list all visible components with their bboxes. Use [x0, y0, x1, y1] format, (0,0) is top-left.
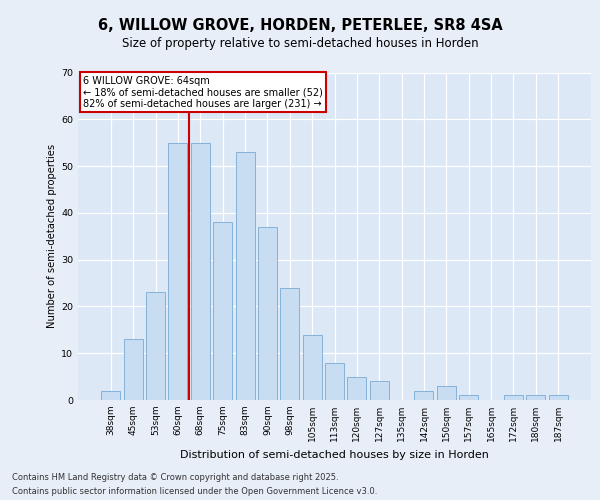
Bar — [347, 376, 367, 400]
Bar — [213, 222, 232, 400]
Bar — [124, 339, 143, 400]
Text: 6 WILLOW GROVE: 64sqm
← 18% of semi-detached houses are smaller (52)
82% of semi: 6 WILLOW GROVE: 64sqm ← 18% of semi-deta… — [83, 76, 323, 109]
Bar — [146, 292, 165, 400]
Bar — [548, 396, 568, 400]
Text: Contains public sector information licensed under the Open Government Licence v3: Contains public sector information licen… — [12, 488, 377, 496]
Bar — [302, 334, 322, 400]
Y-axis label: Number of semi-detached properties: Number of semi-detached properties — [47, 144, 57, 328]
Bar — [325, 362, 344, 400]
X-axis label: Distribution of semi-detached houses by size in Horden: Distribution of semi-detached houses by … — [180, 450, 489, 460]
Bar — [280, 288, 299, 400]
Bar — [101, 390, 121, 400]
Bar — [526, 396, 545, 400]
Text: 6, WILLOW GROVE, HORDEN, PETERLEE, SR8 4SA: 6, WILLOW GROVE, HORDEN, PETERLEE, SR8 4… — [98, 18, 502, 32]
Text: Contains HM Land Registry data © Crown copyright and database right 2025.: Contains HM Land Registry data © Crown c… — [12, 472, 338, 482]
Bar — [437, 386, 456, 400]
Bar — [370, 382, 389, 400]
Bar — [504, 396, 523, 400]
Bar — [415, 390, 433, 400]
Bar — [459, 396, 478, 400]
Bar — [258, 227, 277, 400]
Bar — [169, 142, 187, 400]
Bar — [191, 142, 210, 400]
Bar — [236, 152, 254, 400]
Text: Size of property relative to semi-detached houses in Horden: Size of property relative to semi-detach… — [122, 38, 478, 51]
